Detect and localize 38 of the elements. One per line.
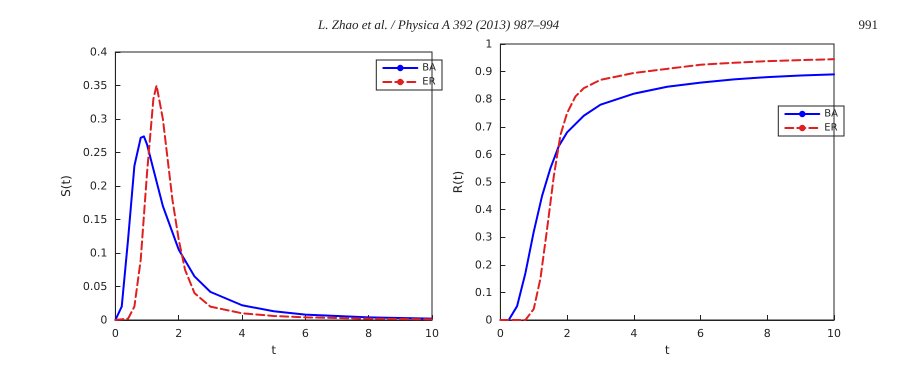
y-tick-label: 0.4 [474, 203, 492, 216]
y-tick-label: 0.35 [82, 79, 108, 92]
y-tick-label: 0.6 [474, 148, 492, 161]
y-tick-label: 0 [485, 314, 492, 326]
y-tick-label: 0.1 [474, 286, 492, 299]
y-tick-label: 0.2 [90, 180, 108, 192]
y-tick-label: 0.4 [90, 46, 108, 58]
y-tick-label: 0.05 [82, 280, 108, 293]
x-tick-label: 8 [764, 327, 771, 340]
y-tick-label: 0.15 [82, 213, 108, 226]
text: 991 [858, 17, 878, 33]
text: L. Zhao et al. / Physica A 392 (2013) 987–994 [318, 17, 560, 33]
x-tick-label: 2 [564, 327, 571, 340]
y-tick-label: 0.8 [474, 92, 492, 106]
y-axis-title: R(t) [451, 170, 465, 194]
x-axis-title: t [271, 342, 276, 357]
y-tick-label: 0.5 [474, 176, 492, 188]
x-tick-label: 10 [425, 327, 439, 340]
y-tick-label: 1 [485, 38, 492, 50]
y-tick-label: 0.3 [90, 112, 108, 126]
x-tick-label: 6 [697, 327, 704, 340]
x-tick-label: 6 [302, 327, 309, 340]
x-tick-label: 2 [175, 327, 182, 340]
x-tick-label: 10 [827, 327, 841, 340]
x-tick-label: 8 [365, 327, 372, 340]
x-tick-label: 4 [238, 327, 246, 340]
x-axis-title: t [664, 342, 670, 357]
y-tick-label: 0 [100, 314, 108, 326]
y-tick-label: 0.3 [474, 230, 492, 244]
x-tick-label: 0 [112, 327, 119, 340]
y-tick-label: 0.1 [90, 246, 108, 260]
x-tick-label: 0 [496, 327, 504, 340]
y-tick-label: 0.7 [474, 120, 492, 134]
y-tick-label: 0.25 [82, 146, 108, 159]
y-tick-label: 0.9 [474, 65, 492, 78]
y-tick-label: 0.2 [474, 258, 492, 272]
x-tick-label: 4 [630, 327, 638, 340]
y-axis-title: S(t) [59, 175, 73, 197]
